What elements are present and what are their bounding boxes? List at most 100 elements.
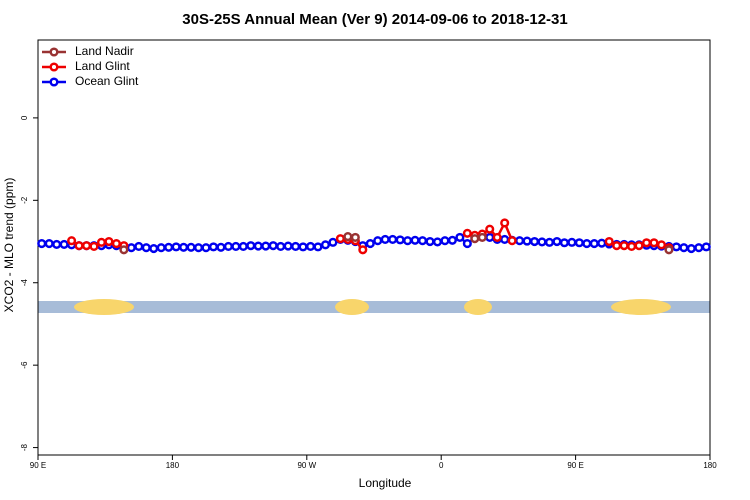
y-tick-label: -8 [20,443,29,451]
data-point [634,241,644,251]
data-point [126,243,136,253]
data-point [604,236,614,247]
data-point [343,232,353,242]
legend-marker [49,62,59,72]
data-point [567,237,577,247]
data-point [619,241,629,251]
land-patch [611,299,671,315]
data-point [208,242,219,252]
data-point [432,237,443,247]
data-point [238,241,248,252]
data-point [193,243,204,253]
data-point [186,242,196,252]
data-point [529,236,540,247]
data-point [231,241,241,252]
data-point [462,239,472,249]
data-point [641,238,652,248]
x-tick-label: 90 E [567,461,583,470]
land-patch [464,299,492,315]
data-point [425,236,435,247]
y-tick-label: -6 [20,361,29,369]
legend-label: Ocean Glint [75,74,139,88]
data-point [403,236,413,246]
data-point [335,234,345,244]
y-axis-label: XCO2 - MLO trend (ppm) [2,178,16,313]
x-tick-label: 180 [703,461,717,470]
data-point [694,243,704,253]
y-tick-label: 0 [20,115,29,120]
data-point [246,241,256,251]
x-tick-label: 0 [439,461,444,470]
data-point [671,242,681,252]
data-point [141,243,151,253]
data-point [261,241,271,251]
data-point [358,245,368,255]
data-point [664,245,674,255]
data-point [253,241,263,251]
data-point [37,239,47,249]
data-point [649,238,659,248]
data-point [313,242,323,252]
data-point [52,239,62,249]
legend-label: Land Nadir [75,44,134,58]
data-point [179,242,189,252]
data-point [104,236,114,247]
data-point [276,241,286,252]
land-patch [74,299,134,315]
data-point [559,238,569,248]
data-point [485,224,495,234]
y-tick-label: -4 [20,279,29,287]
data-point [507,236,517,246]
data-point [455,232,465,242]
data-point [81,241,92,251]
data-point [589,239,599,249]
data-point [485,232,495,242]
data-point [447,235,457,245]
data-point [552,236,562,247]
data-point [44,239,54,249]
data-point [500,234,510,245]
data-point [656,240,667,250]
data-point [686,243,696,254]
data-point [388,234,398,245]
data-point [627,241,637,252]
data-point [582,239,592,249]
data-point [134,241,144,252]
data-point [283,241,293,251]
legend-label: Land Glint [75,59,130,73]
data-point [111,239,121,249]
data-point [164,242,174,252]
x-tick-label: 180 [166,461,180,470]
data-point [597,238,607,248]
x-tick-label: 90 E [30,461,46,470]
data-point [477,232,487,242]
legend-marker [49,77,59,87]
data-point [537,237,547,247]
land-patch [335,299,369,315]
data-point [701,242,711,252]
chart-title: 30S-25S Annual Mean (Ver 9) 2014-09-06 t… [182,11,567,28]
data-point [417,236,428,246]
data-point [216,242,226,252]
ocean-strip [38,301,710,313]
data-point [156,243,166,253]
data-point [96,237,107,247]
data-point [470,234,480,244]
data-point [500,218,510,228]
data-point [544,237,555,247]
data-point [305,241,316,252]
data-point [320,240,331,250]
data-point [59,239,69,249]
data-point [89,241,99,252]
legend-marker [49,47,59,57]
data-point [328,237,338,247]
data-point [149,243,159,254]
data-point [350,232,360,242]
data-point [492,232,502,242]
data-point [515,236,525,246]
data-point [373,236,383,246]
data-point [612,241,622,251]
data-point [223,241,233,252]
x-axis-label: Longitude [359,476,412,490]
